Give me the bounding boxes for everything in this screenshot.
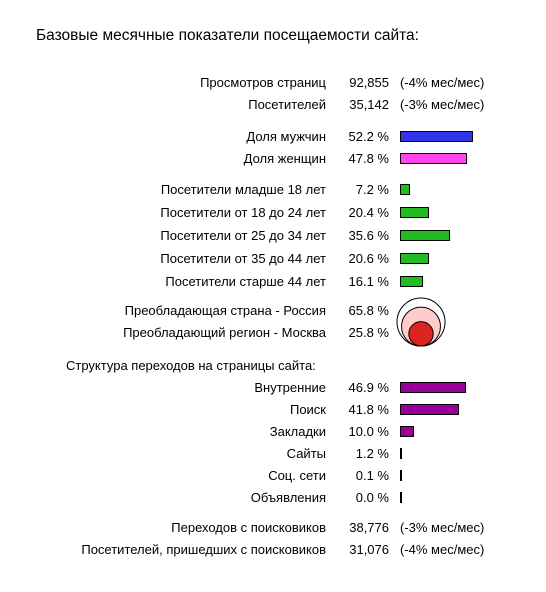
- geo-row: Преобладающий регион - Москва 25.8 %: [0, 323, 546, 343]
- age-value: 7.2 %: [355, 182, 389, 197]
- age-bar: [400, 276, 423, 287]
- traffic-bar: [400, 404, 459, 415]
- geo-region-circle: [408, 321, 434, 347]
- search-row: Посетителей, пришедших с поисковиков 31,0…: [0, 540, 546, 560]
- traffic-bar: [400, 448, 402, 459]
- summary-label: Посетителей: [248, 97, 326, 112]
- traffic-value: 0.0 %: [355, 490, 389, 505]
- gender-value: 47.8 %: [348, 151, 389, 166]
- traffic-value: 10.0 %: [348, 424, 389, 439]
- summary-value: 35,142: [349, 97, 389, 112]
- search-value: 38,776: [349, 520, 389, 535]
- age-value: 16.1 %: [348, 274, 389, 289]
- gender-bar: [400, 153, 467, 164]
- traffic-row: Поиск 41.8 %: [0, 400, 546, 420]
- summary-row: Посетителей 35,142 (-3% мес/мес): [0, 95, 546, 115]
- summary-change: (-3% мес/мес): [400, 97, 485, 112]
- traffic-row: Сайты 1.2 %: [0, 444, 546, 464]
- traffic-label: Объявления: [250, 490, 326, 505]
- traffic-value: 41.8 %: [348, 402, 389, 417]
- gender-bar: [400, 131, 473, 142]
- geo-label: Преобладающий регион - Москва: [123, 325, 326, 340]
- traffic-value: 1.2 %: [355, 446, 389, 461]
- age-bar: [400, 207, 429, 218]
- age-row: Посетители от 18 до 24 лет 20.4 %: [0, 203, 546, 223]
- age-value: 35.6 %: [348, 228, 389, 243]
- traffic-bar: [400, 426, 414, 437]
- traffic-value: 46.9 %: [348, 380, 389, 395]
- search-label: Переходов с поисковиков: [171, 520, 326, 535]
- search-row: Переходов с поисковиков 38,776 (-3% мес/ме…: [0, 518, 546, 538]
- summary-change: (-4% мес/мес): [400, 75, 485, 90]
- traffic-label: Закладки: [269, 424, 326, 439]
- search-value: 31,076: [349, 542, 389, 557]
- traffic-value: 0.1 %: [355, 468, 389, 483]
- age-value: 20.6 %: [348, 251, 389, 266]
- traffic-bar: [400, 470, 402, 481]
- gender-row: Доля женщин 47.8 %: [0, 149, 546, 169]
- geo-label: Преобладающая страна - Россия: [124, 303, 326, 318]
- age-label: Посетители младше 18 лет: [160, 182, 326, 197]
- age-bar: [400, 253, 429, 264]
- traffic-row: Соц. сети 0.1 %: [0, 466, 546, 486]
- age-bar: [400, 230, 450, 241]
- age-row: Посетители старше 44 лет 16.1 %: [0, 272, 546, 292]
- gender-value: 52.2 %: [348, 129, 389, 144]
- search-label: Посетителей, пришедших с поисковиков: [81, 542, 326, 557]
- traffic-row: Объявления 0.0 %: [0, 488, 546, 508]
- traffic-bar: [400, 492, 402, 503]
- traffic-row: Внутренние 46.9 %: [0, 378, 546, 398]
- traffic-label: Соц. сети: [268, 468, 326, 483]
- age-row: Посетители от 35 до 44 лет 20.6 %: [0, 249, 546, 269]
- summary-row: Просмотров страниц 92,855 (-4% мес/мес): [0, 73, 546, 93]
- section-heading: Структура переходов на страницы сайта:: [66, 358, 316, 373]
- age-bar: [400, 184, 410, 195]
- geo-row: Преобладающая страна - Россия 65.8 %: [0, 301, 546, 321]
- traffic-label: Сайты: [286, 446, 326, 461]
- summary-label: Просмотров страниц: [200, 75, 326, 90]
- traffic-bar: [400, 382, 466, 393]
- page-title: Базовые месячные показатели посещаемости…: [36, 27, 419, 44]
- age-label: Посетители от 25 до 34 лет: [160, 228, 326, 243]
- summary-value: 92,855: [349, 75, 389, 90]
- geo-value: 25.8 %: [348, 325, 389, 340]
- age-value: 20.4 %: [348, 205, 389, 220]
- geo-value: 65.8 %: [348, 303, 389, 318]
- gender-label: Доля женщин: [243, 151, 326, 166]
- age-label: Посетители старше 44 лет: [165, 274, 326, 289]
- traffic-label: Поиск: [289, 402, 326, 417]
- gender-label: Доля мужчин: [246, 129, 326, 144]
- age-row: Посетители младше 18 лет 7.2 %: [0, 180, 546, 200]
- search-change: (-3% мес/мес): [400, 520, 485, 535]
- geo-circle-chart: [396, 297, 446, 347]
- search-change: (-4% мес/мес): [400, 542, 485, 557]
- traffic-row: Закладки 10.0 %: [0, 422, 546, 442]
- age-row: Посетители от 25 до 34 лет 35.6 %: [0, 226, 546, 246]
- age-label: Посетители от 18 до 24 лет: [160, 205, 326, 220]
- gender-row: Доля мужчин 52.2 %: [0, 127, 546, 147]
- traffic-label: Внутренние: [254, 380, 326, 395]
- age-label: Посетители от 35 до 44 лет: [160, 251, 326, 266]
